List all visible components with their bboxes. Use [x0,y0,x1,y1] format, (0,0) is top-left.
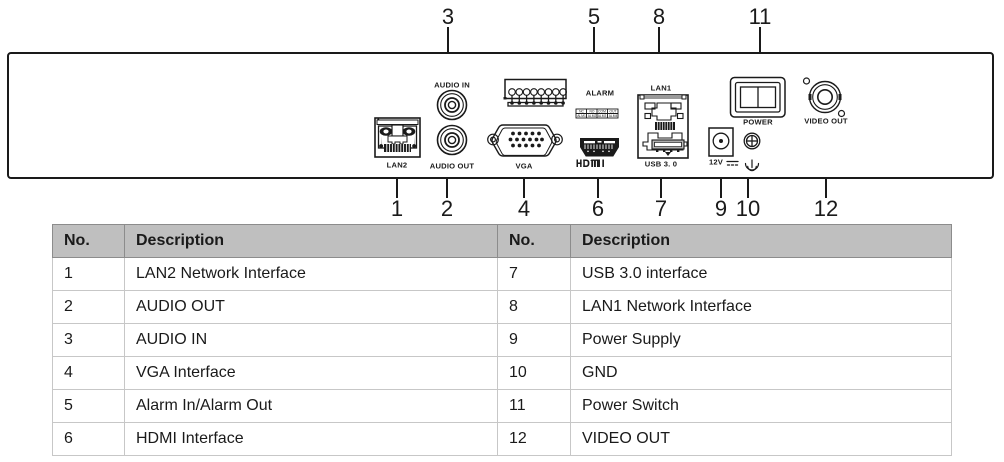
svg-text:AUDIO IN: AUDIO IN [434,81,470,90]
svg-text:NC: NC [579,109,584,113]
svg-text:OUT: OUT [610,109,617,113]
svg-text:ALARM: ALARM [586,89,614,98]
svg-text:8: 8 [653,4,665,29]
svg-text:POWER: POWER [743,118,773,127]
svg-text:USB 3. 0: USB 3. 0 [645,160,677,169]
svg-text:11: 11 [749,4,772,29]
svg-text:ALM2: ALM2 [588,114,597,118]
svg-text:ALM4: ALM4 [609,114,618,118]
svg-text:VGA: VGA [515,162,532,171]
svg-text:12: 12 [814,196,838,221]
svg-text:ALM3: ALM3 [598,114,607,118]
svg-text:2: 2 [441,196,453,221]
svg-text:6: 6 [592,196,604,221]
svg-text:LAN1: LAN1 [651,84,672,93]
svg-text:10: 10 [736,196,760,221]
svg-text:ALM1: ALM1 [577,114,586,118]
svg-text:LAN2: LAN2 [387,161,408,170]
svg-text:COM: COM [598,109,606,113]
svg-text:VIDEO OUT: VIDEO OUT [804,117,848,126]
svg-text:NO: NO [590,109,595,113]
svg-text:3: 3 [442,4,454,29]
svg-text:12V: 12V [709,158,724,167]
svg-text:9: 9 [715,196,727,221]
svg-text:1: 1 [391,196,403,221]
svg-text:5: 5 [588,4,600,29]
svg-text:7: 7 [655,196,667,221]
svg-text:AUDIO OUT: AUDIO OUT [430,162,475,171]
svg-text:4: 4 [518,196,530,221]
